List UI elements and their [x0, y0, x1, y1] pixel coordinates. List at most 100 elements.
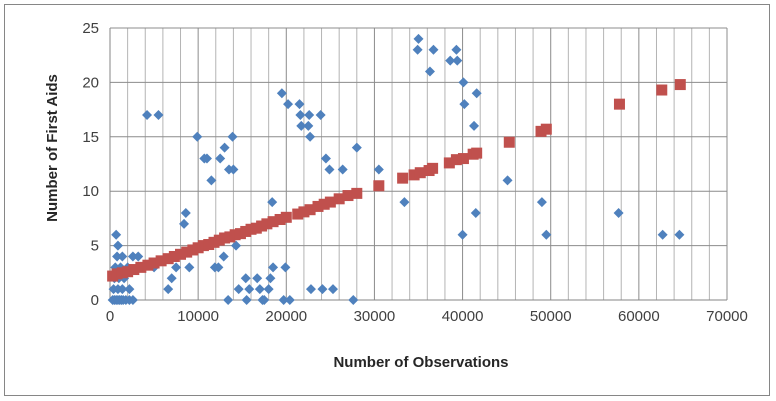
- diamond-point: [278, 295, 289, 305]
- diamond-point: [320, 153, 331, 164]
- square-point: [168, 250, 180, 262]
- y-tick-label: 0: [91, 292, 99, 309]
- square-point: [162, 253, 174, 265]
- diamond-point: [223, 295, 234, 305]
- square-point: [450, 154, 462, 166]
- diamond-point: [267, 197, 278, 208]
- x-tick-label: 40000: [442, 308, 484, 325]
- square-point: [318, 198, 330, 210]
- diamond-point: [348, 295, 359, 305]
- diamond-point: [142, 110, 153, 121]
- diamond-point: [184, 262, 195, 273]
- square-point: [373, 180, 385, 192]
- diamond-point: [337, 164, 348, 175]
- square-point: [312, 200, 324, 212]
- x-tick-label: 0: [106, 308, 114, 325]
- x-tick-label: 30000: [354, 308, 396, 325]
- data-series: [107, 33, 686, 305]
- diamond-point: [373, 164, 384, 175]
- diamond-point: [428, 44, 439, 55]
- square-point: [503, 136, 515, 148]
- diamond-point: [457, 229, 468, 240]
- square-point: [298, 206, 310, 218]
- square-point: [408, 169, 420, 181]
- y-tick-label: 25: [82, 20, 99, 37]
- y-axis-title: Number of First Aids: [44, 74, 61, 222]
- diamond-point: [213, 262, 224, 273]
- diamond-point: [303, 120, 314, 131]
- square-point: [613, 98, 625, 110]
- series-observed: [107, 33, 685, 305]
- diamond-point: [263, 284, 274, 295]
- diamond-point: [254, 284, 265, 295]
- square-point: [181, 246, 193, 258]
- x-tick-label: 20000: [265, 308, 307, 325]
- diamond-point: [459, 99, 470, 110]
- diamond-point: [451, 44, 462, 55]
- diamond-point: [127, 295, 138, 305]
- square-point: [280, 211, 292, 223]
- diamond-point: [304, 110, 315, 121]
- diamond-point: [458, 77, 469, 88]
- diamond-point: [179, 218, 190, 229]
- square-point: [274, 213, 286, 225]
- diamond-point: [112, 240, 123, 251]
- square-point: [261, 218, 273, 230]
- square-point: [540, 123, 552, 135]
- diamond-point: [218, 251, 229, 262]
- x-tick-label: 60000: [618, 308, 660, 325]
- square-point: [128, 264, 140, 276]
- square-point: [414, 167, 426, 179]
- diamond-point: [536, 197, 547, 208]
- diamond-point: [613, 207, 624, 218]
- square-point: [324, 196, 336, 208]
- diamond-point: [117, 251, 128, 262]
- x-tick-label: 50000: [530, 308, 572, 325]
- series-fitted: [107, 79, 686, 282]
- diamond-point: [244, 284, 255, 295]
- y-tick-label: 20: [82, 74, 99, 91]
- diamond-point: [284, 295, 295, 305]
- x-axis-title: Number of Observations: [333, 354, 508, 371]
- diamond-point: [412, 44, 423, 55]
- diamond-point: [111, 229, 122, 240]
- square-point: [155, 255, 167, 267]
- diamond-point: [192, 131, 203, 142]
- square-point: [122, 266, 134, 278]
- x-tick-label: 70000: [706, 308, 748, 325]
- square-point: [175, 248, 187, 260]
- diamond-point: [317, 284, 328, 295]
- diamond-point: [296, 120, 307, 131]
- diamond-point: [469, 120, 480, 131]
- diamond-point: [112, 251, 123, 262]
- diamond-point: [424, 66, 435, 77]
- diamond-point: [233, 284, 244, 295]
- scatter-chart: 0 10000 20000 30000 40000 50000 60000 70000 0 5 10…: [44, 20, 748, 371]
- diamond-point: [227, 131, 238, 142]
- chart-area: 0 10000 20000 30000 40000 50000 60000 70000 0 5 10…: [4, 4, 770, 396]
- diamond-point: [351, 142, 362, 153]
- square-point: [342, 190, 354, 202]
- diamond-point: [399, 197, 410, 208]
- diamond-point: [117, 284, 128, 295]
- square-point: [674, 79, 686, 91]
- diamond-point: [201, 153, 212, 164]
- diamond-point: [413, 33, 424, 44]
- square-point: [457, 153, 469, 165]
- diamond-point: [163, 284, 174, 295]
- square-point: [333, 193, 345, 205]
- diamond-point: [445, 55, 456, 66]
- diamond-point: [305, 284, 316, 295]
- y-tick-label: 5: [91, 238, 99, 255]
- diamond-point: [470, 207, 481, 218]
- tick-labels: 0 10000 20000 30000 40000 50000 60000 70000 0 5 10…: [82, 20, 748, 325]
- diamond-point: [240, 273, 251, 284]
- diamond-point: [294, 99, 305, 110]
- diamond-point: [283, 99, 294, 110]
- square-point: [148, 257, 160, 269]
- diamond-point: [674, 229, 685, 240]
- diamond-point: [153, 110, 164, 121]
- diamond-point: [180, 207, 191, 218]
- y-tick-label: 15: [82, 129, 99, 146]
- diamond-point: [265, 273, 276, 284]
